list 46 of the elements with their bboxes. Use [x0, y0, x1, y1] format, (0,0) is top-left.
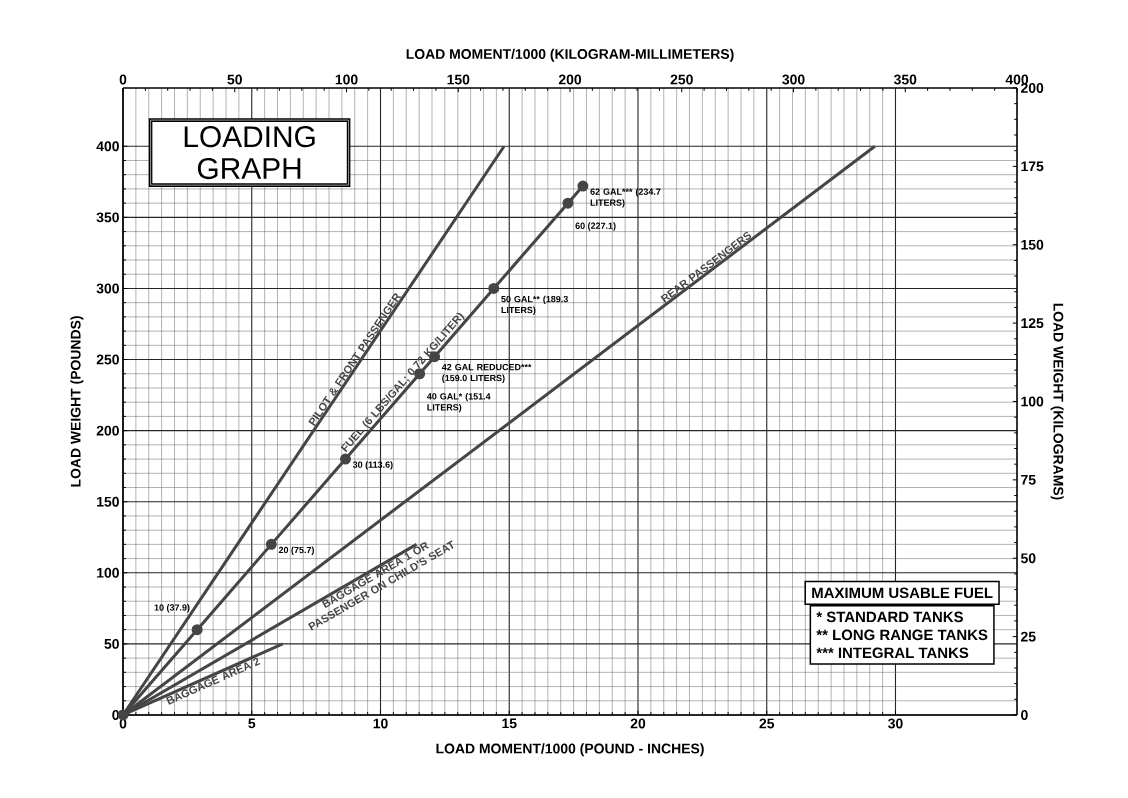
x-axis-title: LOAD MOMENT/1000 (POUND - INCHES): [436, 743, 704, 757]
x2-tick-label: 150: [447, 74, 470, 85]
x2-tick-label: 250: [670, 74, 693, 85]
x2-tick-label: 50: [227, 74, 242, 85]
annotation: *** INTEGRAL TANKS: [816, 647, 969, 659]
x-tick-label: 20: [630, 718, 646, 729]
x2-tick-label: 200: [558, 74, 582, 85]
annotation: 62 GAL*** (234.7 LITERS): [590, 188, 661, 208]
y-tick-label: 250: [96, 354, 119, 365]
x2-tick-label: 300: [782, 74, 805, 85]
x2-axis-title: LOAD MOMENT/1000 (KILOGRAM-MILLIMETERS): [406, 48, 734, 62]
y-tick-label: 150: [97, 496, 119, 507]
text: LOADING GRAPH: [184, 126, 315, 180]
y2-tick-label: 200: [1021, 83, 1044, 93]
x2-tick-label: 0: [119, 74, 127, 85]
y-tick-label: 350: [96, 212, 119, 223]
x-tick-label: 30: [888, 718, 903, 729]
y2-tick-label: 100: [1021, 396, 1044, 407]
annotation: ** LONG RANGE TANKS: [816, 629, 988, 641]
y-tick-label: 300: [96, 283, 119, 294]
y2-tick-label: 25: [1021, 631, 1036, 642]
x2-tick-label: 350: [893, 74, 917, 85]
x-tick-label: 15: [502, 718, 517, 729]
y2-tick-label: 125: [1021, 318, 1044, 329]
y2-tick-label: 50: [1020, 553, 1036, 564]
annotation: 60 (227.1): [575, 222, 616, 231]
y2-axis-title: LOAD WEIGHT (KILOGRAMS): [1050, 303, 1064, 500]
y-tick-label: 200: [96, 425, 119, 436]
y2-tick-label: 0: [1021, 710, 1028, 720]
y2-tick-label: 175: [1021, 161, 1044, 172]
annotation: 10 (37.9): [154, 604, 190, 613]
y-tick-label: 100: [97, 567, 119, 578]
x-tick-label: 25: [759, 718, 775, 729]
y2-tick-label: 150: [1021, 239, 1044, 250]
x2-tick-label: 400: [1005, 74, 1029, 85]
y-axis-title: LOAD WEIGHT (POUNDS): [70, 316, 84, 487]
annotation: 40 GAL* (151.4 LITERS): [426, 392, 491, 413]
y-tick-label: 400: [96, 141, 119, 152]
annotation: MAXIMUM USABLE FUEL: [812, 587, 993, 599]
annotation: 20 (75.7): [278, 546, 314, 555]
y-tick-label: 50: [104, 638, 119, 649]
x-tick-label: 10: [373, 718, 388, 729]
y2-tick-label: 75: [1021, 474, 1036, 485]
annotation: * STANDARD TANKS: [816, 611, 963, 623]
x-tick-label: 5: [248, 718, 256, 729]
x2-tick-label: 100: [335, 74, 358, 85]
